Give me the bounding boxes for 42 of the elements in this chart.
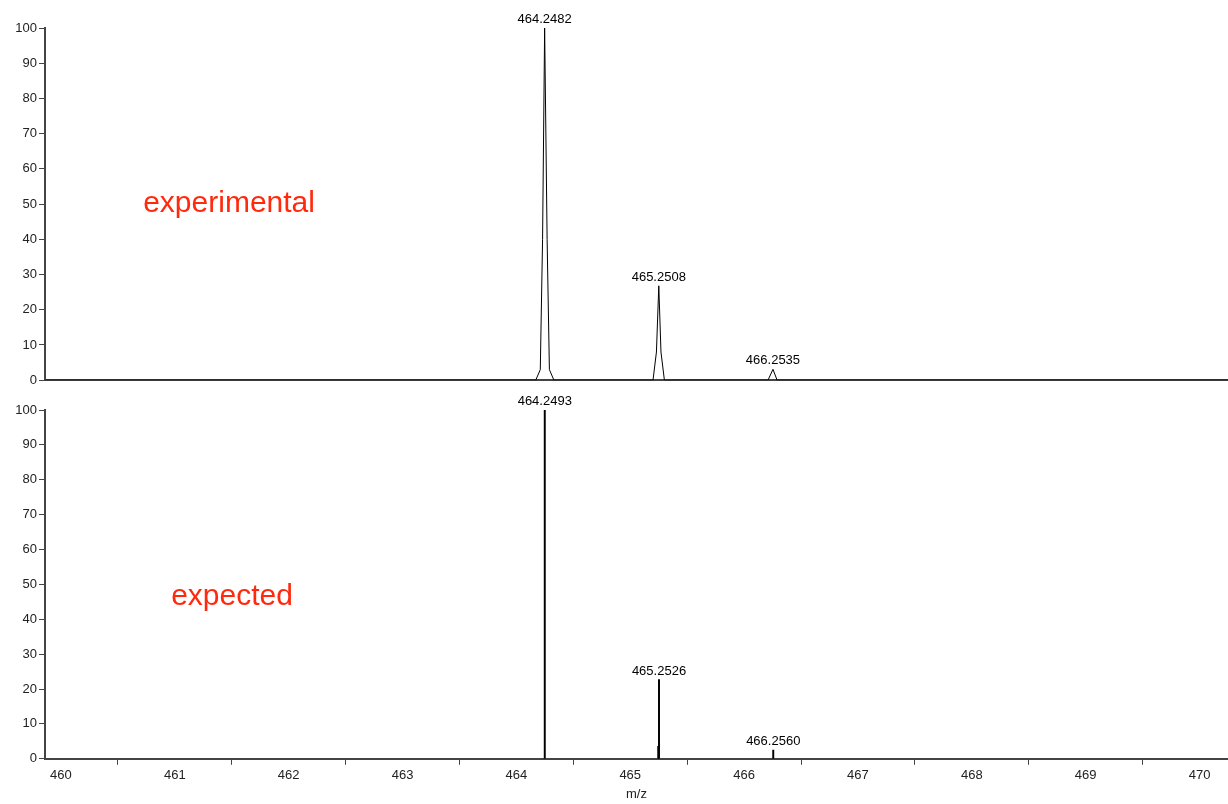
y-tick-label: 30 — [22, 645, 37, 661]
x-axis-title: m/z — [626, 785, 647, 801]
y-tick-label: 40 — [22, 230, 37, 246]
y-tick-label: 30 — [22, 266, 37, 282]
y-tick-label: 10 — [22, 336, 37, 352]
x-tick-label: 466 — [733, 767, 755, 783]
x-tick-label: 467 — [847, 767, 869, 783]
x-tick-label: 461 — [163, 767, 186, 783]
y-tick-label: 40 — [22, 610, 37, 626]
annotation: 464.2482 — [517, 11, 572, 27]
x-tick-label: 460 — [50, 767, 72, 783]
y-tick-label: 60 — [22, 160, 37, 176]
x-tick-label: 462 — [277, 767, 300, 783]
y-tick-label: 0 — [29, 750, 37, 766]
y-tick-label: 20 — [22, 301, 37, 317]
annotation: experimental — [143, 185, 315, 219]
annotation: 464.2493 — [517, 393, 572, 409]
x-tick-label: 465 — [619, 767, 642, 783]
annotation: 466.2560 — [746, 733, 801, 749]
x-tick-label: 464 — [505, 767, 528, 783]
y-tick-label: 60 — [22, 541, 37, 557]
x-tick-label: 469 — [1074, 767, 1097, 783]
annotation: 466.2535 — [745, 352, 801, 368]
y-tick-label: 0 — [29, 371, 37, 387]
y-tick-label: 100 — [15, 401, 37, 417]
x-tick-label: 468 — [960, 767, 983, 783]
x-tick-label: 470 — [1188, 767, 1211, 783]
y-tick-label: 70 — [22, 125, 37, 141]
annotation: 465.2508 — [631, 268, 686, 284]
annotation: expected — [171, 577, 293, 611]
y-tick-label: 50 — [22, 575, 37, 591]
y-tick-label: 70 — [22, 506, 37, 522]
annotation: 465.2526 — [631, 662, 687, 678]
y-tick-label: 90 — [22, 54, 37, 70]
y-tick-label: 100 — [15, 19, 37, 35]
y-tick-label: 80 — [22, 471, 37, 487]
y-tick-label: 90 — [22, 436, 37, 452]
y-tick-label: 20 — [22, 680, 37, 696]
y-tick-label: 80 — [22, 90, 37, 106]
x-tick-label: 463 — [391, 767, 414, 783]
y-tick-label: 10 — [22, 715, 37, 731]
y-tick-label: 50 — [22, 195, 37, 211]
